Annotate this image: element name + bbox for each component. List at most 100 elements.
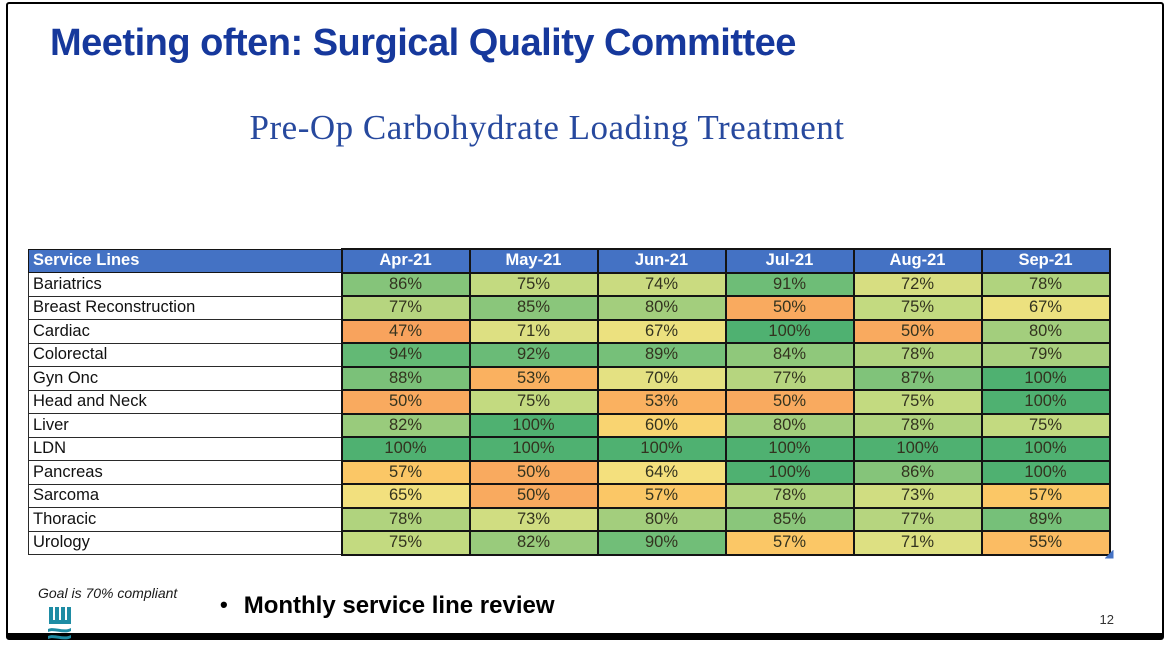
value-cell: 100% xyxy=(980,365,1111,391)
value-cell: 78% xyxy=(852,342,983,368)
value-cell: 67% xyxy=(596,318,727,344)
table-body: Bariatrics 86% 75% 74% 91% 72% 78% Breast Recon… xyxy=(28,271,1111,556)
row-label: Gyn Onc xyxy=(28,366,342,391)
table-row: Pancreas 57% 50% 64% 100% 86% 100% xyxy=(28,459,1111,485)
excel-fill-handle-icon xyxy=(1104,549,1114,559)
value-cell: 100% xyxy=(724,318,855,344)
value-cell: 75% xyxy=(852,389,983,415)
table-header-row: Service Lines Apr-21 May-21 Jun-21 Jul-21 Aug… xyxy=(28,248,1111,274)
value-cell: 94% xyxy=(340,342,471,368)
table-row: Head and Neck 50% 75% 53% 50% 75% 100% xyxy=(28,389,1111,415)
value-cell: 50% xyxy=(852,318,983,344)
goal-footnote: Goal is 70% compliant xyxy=(38,585,178,601)
value-cell: 55% xyxy=(980,530,1111,556)
value-cell: 79% xyxy=(980,342,1111,368)
value-cell: 89% xyxy=(596,342,727,368)
value-cell: 50% xyxy=(468,459,599,485)
value-cell: 100% xyxy=(980,459,1111,485)
value-cell: 67% xyxy=(980,295,1111,321)
value-cell: 73% xyxy=(852,483,983,509)
value-cell: 91% xyxy=(724,271,855,297)
value-cell: 87% xyxy=(852,365,983,391)
value-cell: 80% xyxy=(724,412,855,438)
column-header-jun-21: Jun-21 xyxy=(596,248,727,274)
presentation-slide: Meeting often: Surgical Quality Committe… xyxy=(6,2,1164,640)
column-header-apr-21: Apr-21 xyxy=(340,248,471,274)
value-cell: 100% xyxy=(980,436,1111,462)
row-header-cell: Service Lines xyxy=(28,248,342,273)
bullet-item: • Monthly service line review xyxy=(220,592,555,620)
value-cell: 75% xyxy=(340,530,471,556)
value-cell: 77% xyxy=(340,295,471,321)
value-cell: 82% xyxy=(468,530,599,556)
value-cell: 65% xyxy=(340,483,471,509)
compliance-heatmap-table: Service Lines Apr-21 May-21 Jun-21 Jul-21 Aug… xyxy=(28,248,1114,559)
org-logo-icon xyxy=(44,605,78,650)
row-label: Breast Reconstruction xyxy=(28,295,342,320)
value-cell: 71% xyxy=(468,318,599,344)
value-cell: 47% xyxy=(340,318,471,344)
value-cell: 89% xyxy=(980,506,1111,532)
value-cell: 80% xyxy=(596,506,727,532)
value-cell: 92% xyxy=(468,342,599,368)
value-cell: 75% xyxy=(852,295,983,321)
row-label: Thoracic xyxy=(28,507,342,532)
value-cell: 77% xyxy=(724,365,855,391)
row-label: Sarcoma xyxy=(28,483,342,508)
value-cell: 78% xyxy=(724,483,855,509)
value-cell: 100% xyxy=(468,412,599,438)
value-cell: 84% xyxy=(724,342,855,368)
value-cell: 60% xyxy=(596,412,727,438)
column-header-sep-21: Sep-21 xyxy=(980,248,1111,274)
logo-glyph xyxy=(48,607,71,640)
table-row: Sarcoma 65% 50% 57% 78% 73% 57% xyxy=(28,483,1111,509)
value-cell: 50% xyxy=(468,483,599,509)
value-cell: 85% xyxy=(724,506,855,532)
value-cell: 53% xyxy=(468,365,599,391)
value-cell: 50% xyxy=(340,389,471,415)
value-cell: 80% xyxy=(980,318,1111,344)
value-cell: 75% xyxy=(468,271,599,297)
table-row: Breast Reconstruction 77% 85% 80% 50% 75% 67% xyxy=(28,295,1111,321)
column-header-may-21: May-21 xyxy=(468,248,599,274)
value-cell: 50% xyxy=(724,389,855,415)
value-cell: 75% xyxy=(468,389,599,415)
table-row: LDN 100% 100% 100% 100% 100% 100% xyxy=(28,436,1111,462)
value-cell: 82% xyxy=(340,412,471,438)
value-cell: 70% xyxy=(596,365,727,391)
value-cell: 100% xyxy=(724,436,855,462)
bullet-dot-icon: • xyxy=(220,592,228,617)
value-cell: 90% xyxy=(596,530,727,556)
column-header-aug-21: Aug-21 xyxy=(852,248,983,274)
value-cell: 100% xyxy=(852,436,983,462)
row-label: Colorectal xyxy=(28,342,342,367)
value-cell: 71% xyxy=(852,530,983,556)
table-row: Thoracic 78% 73% 80% 85% 77% 89% xyxy=(28,506,1111,532)
table-row: Gyn Onc 88% 53% 70% 77% 87% 100% xyxy=(28,365,1111,391)
row-label: Bariatrics xyxy=(28,272,342,297)
value-cell: 80% xyxy=(596,295,727,321)
value-cell: 78% xyxy=(852,412,983,438)
table-row: Cardiac 47% 71% 67% 100% 50% 80% xyxy=(28,318,1111,344)
row-label: Liver xyxy=(28,413,342,438)
value-cell: 100% xyxy=(980,389,1111,415)
service-line-table: Service Lines Apr-21 May-21 Jun-21 Jul-21 Aug… xyxy=(28,248,1111,556)
bullet-text: Monthly service line review xyxy=(243,592,555,619)
value-cell: 74% xyxy=(596,271,727,297)
table-title: Pre-Op Carbohydrate Loading Treatment xyxy=(249,108,845,147)
value-cell: 100% xyxy=(596,436,727,462)
value-cell: 100% xyxy=(468,436,599,462)
table-row: Urology 75% 82% 90% 57% 71% 55% xyxy=(28,530,1111,556)
value-cell: 57% xyxy=(596,483,727,509)
row-label: Pancreas xyxy=(28,460,342,485)
table-row: Colorectal 94% 92% 89% 84% 78% 79% xyxy=(28,342,1111,368)
value-cell: 50% xyxy=(724,295,855,321)
column-header-jul-21: Jul-21 xyxy=(724,248,855,274)
value-cell: 75% xyxy=(980,412,1111,438)
value-cell: 64% xyxy=(596,459,727,485)
row-label: Cardiac xyxy=(28,319,342,344)
value-cell: 53% xyxy=(596,389,727,415)
value-cell: 57% xyxy=(340,459,471,485)
row-label: Urology xyxy=(28,530,342,555)
row-label: LDN xyxy=(28,436,342,461)
